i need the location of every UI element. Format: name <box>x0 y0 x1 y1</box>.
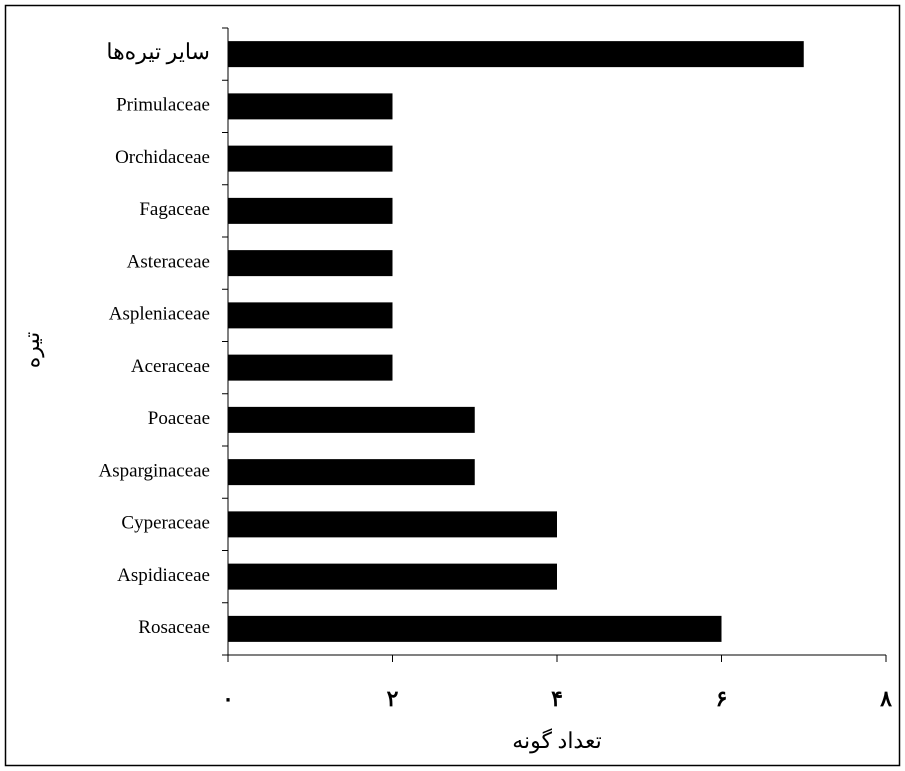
y-axis-label: تیره <box>19 332 45 368</box>
bar <box>228 511 557 538</box>
x-tick-label: ۶ <box>716 686 728 711</box>
bar <box>228 459 475 486</box>
x-axis-label: تعداد گونه <box>512 728 601 754</box>
y-tick-label: Primulaceae <box>116 95 210 116</box>
x-tick-label: ۰ <box>222 686 234 711</box>
y-tick-label: Aspleniaceae <box>109 304 210 325</box>
x-tick-label: ۸ <box>879 686 892 711</box>
y-tick-label: Aspidiaceae <box>117 565 210 586</box>
y-tick-label: Orchidaceae <box>115 147 210 168</box>
y-tick-label: Asparginaceae <box>99 460 210 481</box>
y-tick-label: Asteraceae <box>127 251 210 272</box>
x-tick-label: ۲ <box>387 686 399 711</box>
bar <box>228 302 393 329</box>
y-tick-label: Fagaceae <box>139 199 210 220</box>
bar <box>228 145 393 172</box>
bar <box>228 615 722 642</box>
bar <box>228 354 393 381</box>
bar <box>228 563 557 590</box>
frame <box>4 4 901 767</box>
y-tick-label: Cyperaceae <box>121 513 210 534</box>
x-tick-label: ۴ <box>551 686 563 711</box>
bar <box>228 250 393 277</box>
bar <box>228 93 393 120</box>
y-tick-label: Poaceae <box>148 408 210 429</box>
y-tick-label: Aceraceae <box>131 356 210 377</box>
bar <box>228 41 804 68</box>
y-tick-label: Rosaceae <box>138 617 210 638</box>
bar <box>228 197 393 224</box>
y-tick-label: سایر تیره‌ها <box>106 39 210 65</box>
bar <box>228 406 475 433</box>
